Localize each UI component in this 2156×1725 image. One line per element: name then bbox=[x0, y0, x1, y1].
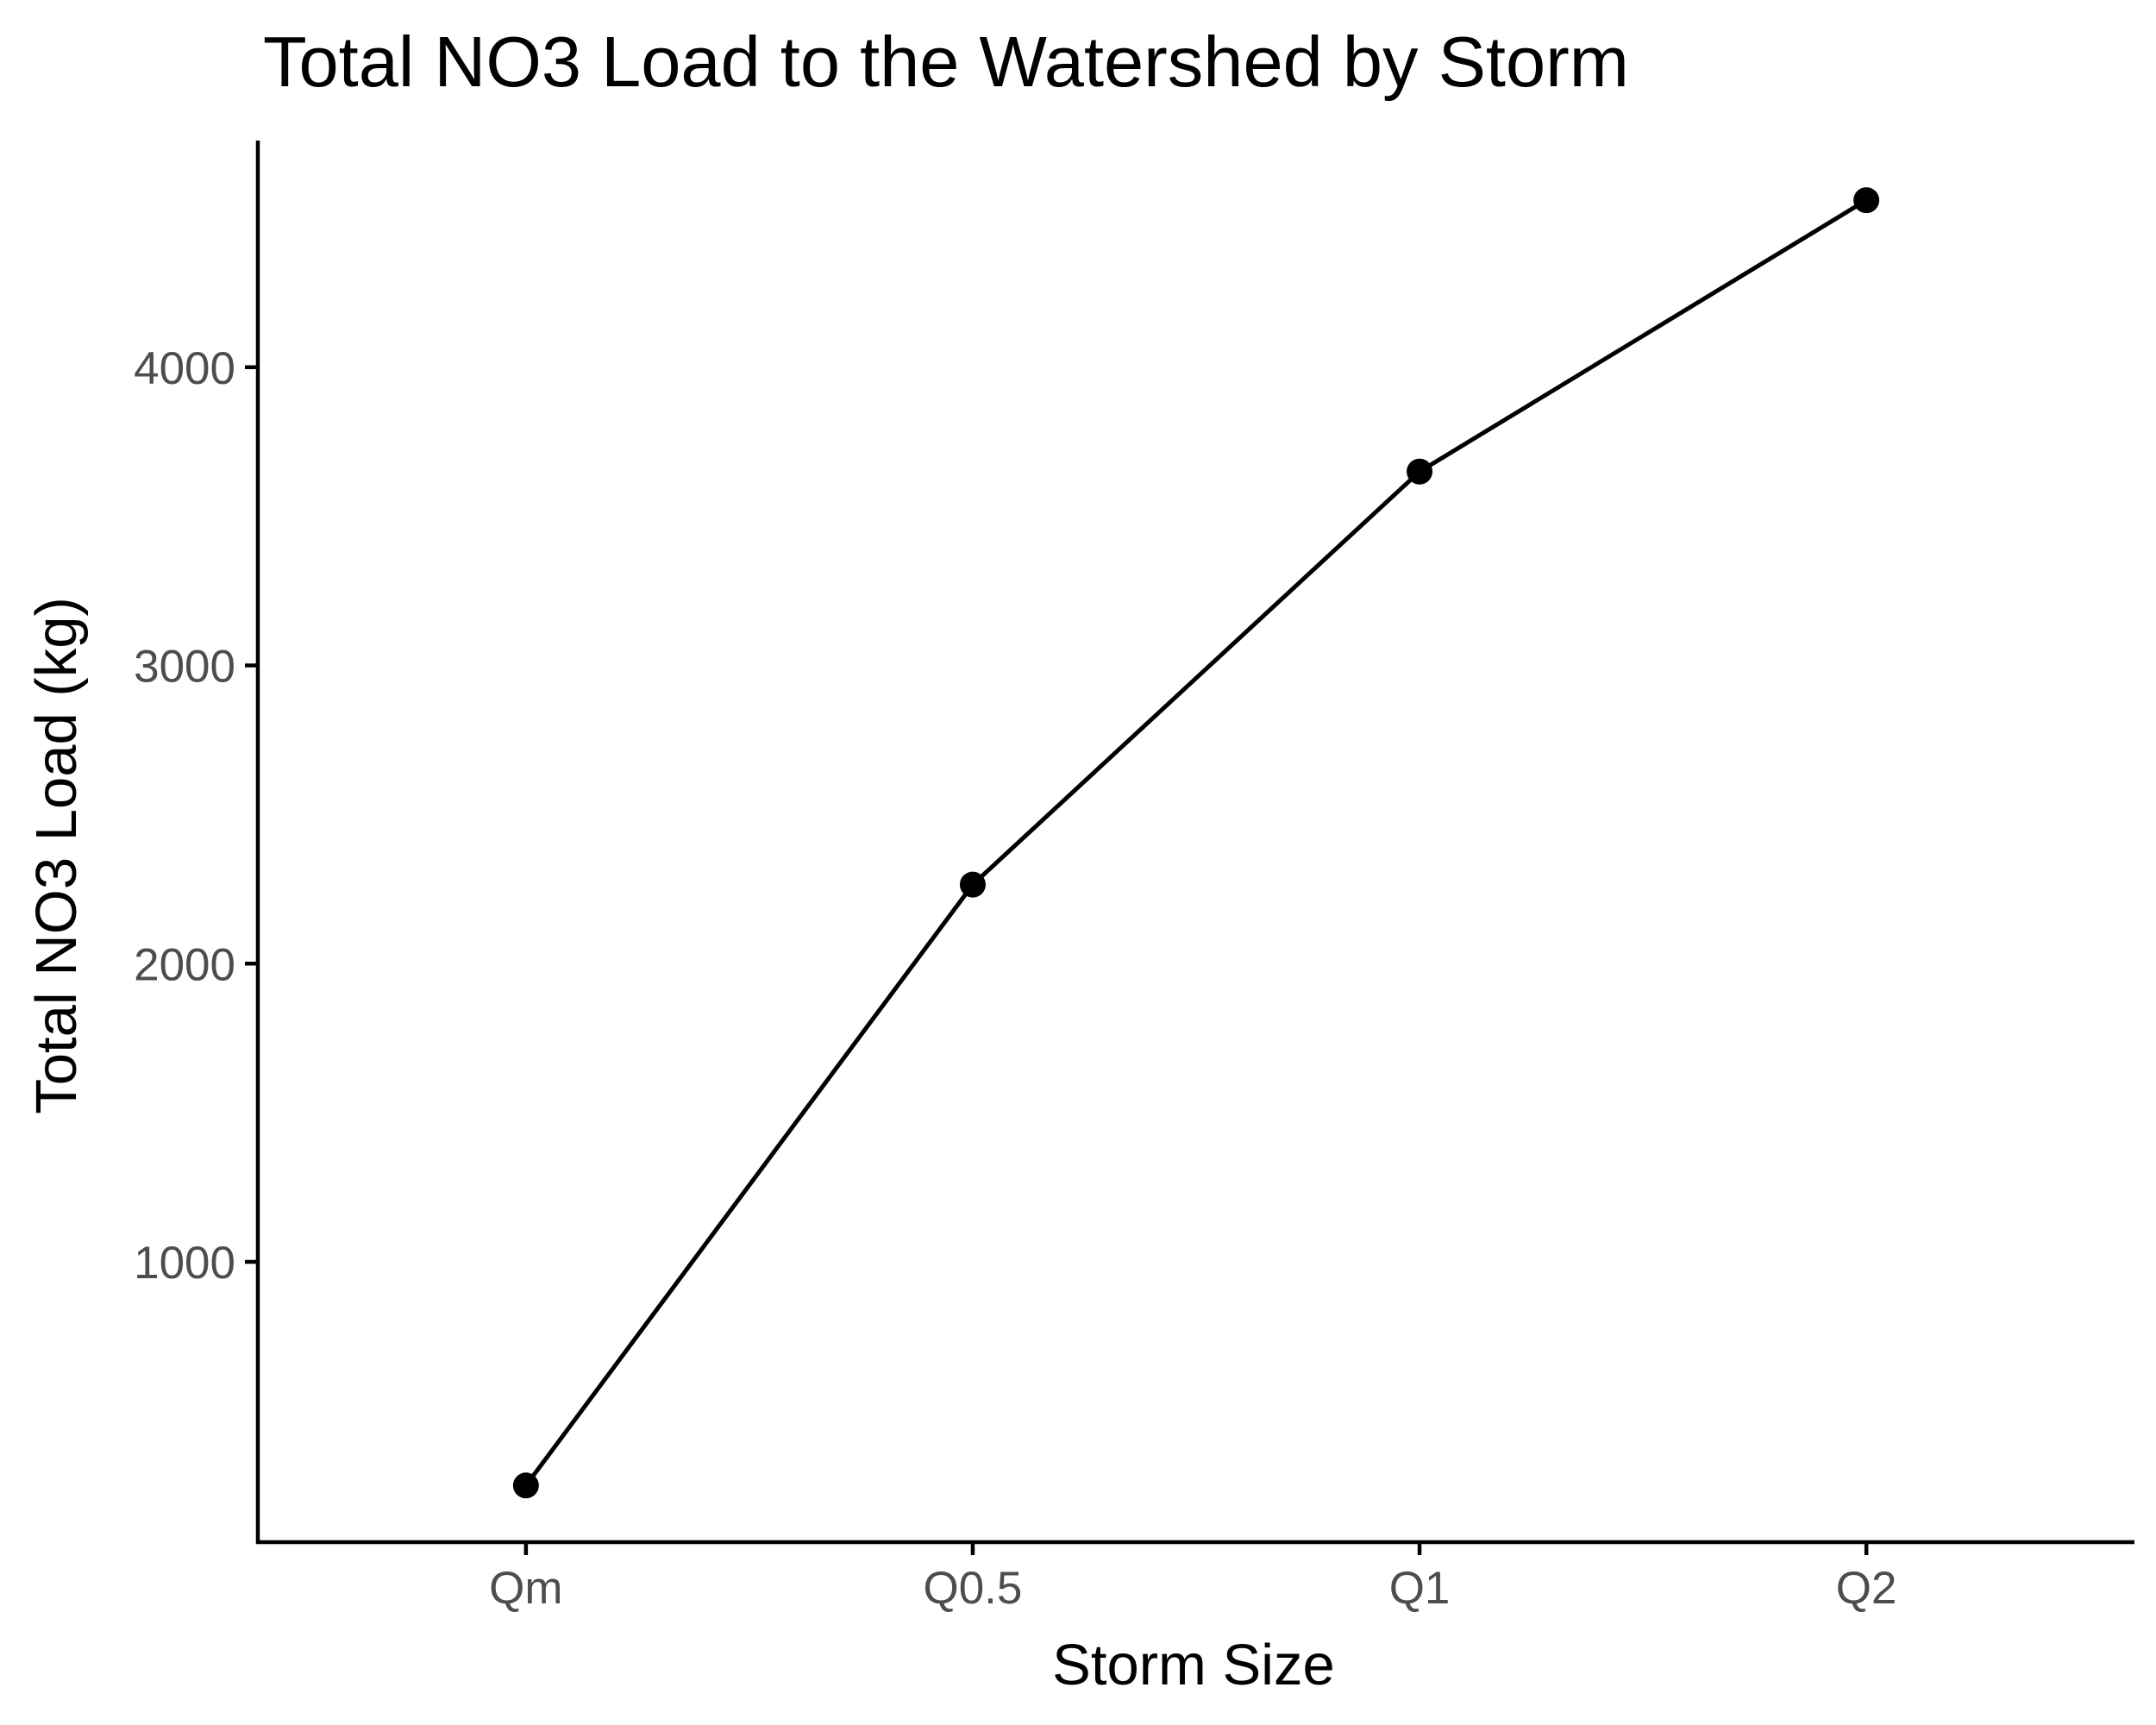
data-point bbox=[959, 871, 986, 898]
y-tick-label: 1000 bbox=[134, 1238, 235, 1289]
plot-area: 1000 2000 3000 4000 Qm Q0.5 Q1 Q2 bbox=[134, 141, 2134, 1614]
y-axis-title: Total NO3 Load (kg) bbox=[24, 597, 89, 1114]
series-line bbox=[523, 198, 1868, 1487]
y-tick-label: 4000 bbox=[134, 343, 235, 394]
data-point bbox=[1407, 458, 1433, 485]
y-tick-label: 3000 bbox=[134, 642, 235, 693]
x-axis-title: Storm Size bbox=[1052, 1633, 1335, 1697]
y-tick-label: 2000 bbox=[134, 939, 235, 990]
data-point bbox=[512, 1472, 539, 1499]
data-point bbox=[1853, 187, 1880, 214]
x-tick-label: Qm bbox=[489, 1563, 562, 1614]
x-tick-label: Q1 bbox=[1389, 1563, 1451, 1614]
chart-title: Total NO3 Load to the Watershed by Storm bbox=[263, 22, 1629, 102]
x-tick-label: Q0.5 bbox=[923, 1563, 1022, 1614]
x-tick-label: Q2 bbox=[1836, 1563, 1897, 1614]
